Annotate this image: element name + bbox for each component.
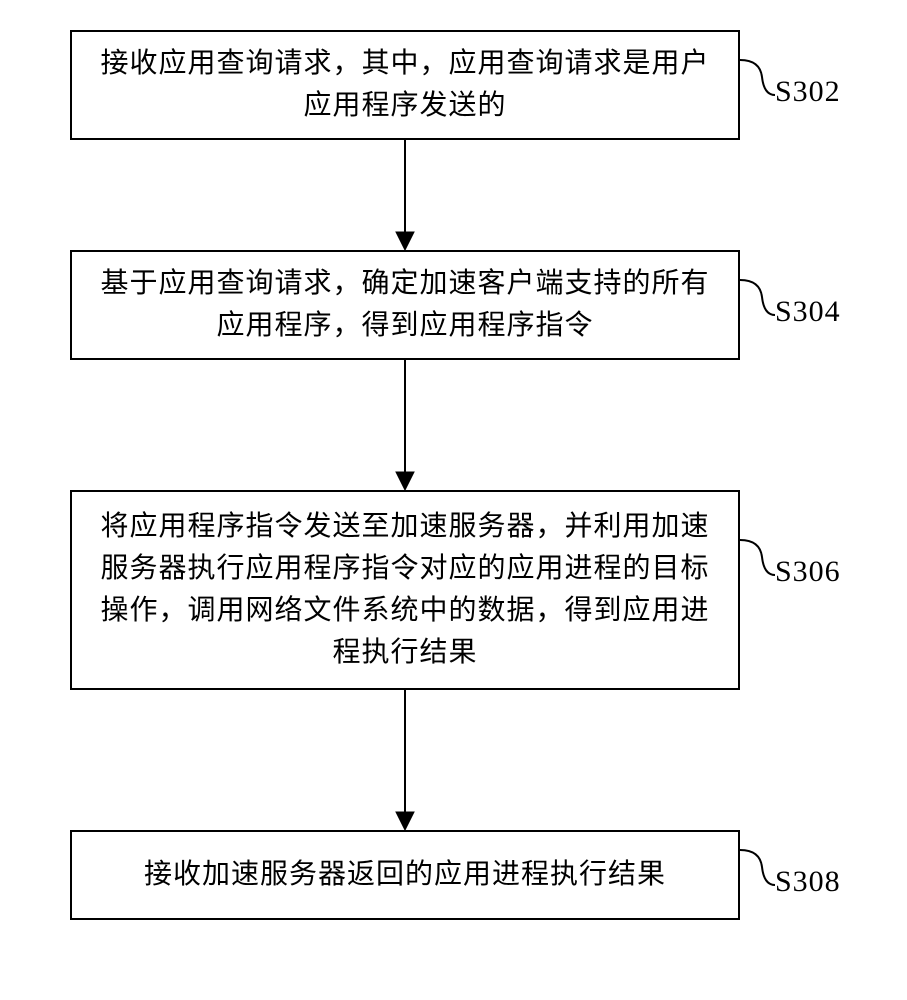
flow-step-s306: 将应用程序指令发送至加速服务器，并利用加速服务器执行应用程序指令对应的应用进程的…	[70, 490, 740, 690]
step-label-s302: S302	[775, 75, 841, 109]
flow-step-text: 基于应用查询请求，确定加速客户端支持的所有应用程序，得到应用程序指令	[92, 263, 718, 347]
flow-step-text: 将应用程序指令发送至加速服务器，并利用加速服务器执行应用程序指令对应的应用进程的…	[92, 506, 718, 674]
arrow-1	[390, 140, 420, 252]
label-connector-1	[740, 55, 780, 105]
step-label-text: S306	[775, 555, 841, 588]
step-label-s306: S306	[775, 555, 841, 589]
flow-step-s302: 接收应用查询请求，其中，应用查询请求是用户应用程序发送的	[70, 30, 740, 140]
step-label-text: S308	[775, 865, 841, 898]
step-label-s308: S308	[775, 865, 841, 899]
flow-step-s304: 基于应用查询请求，确定加速客户端支持的所有应用程序，得到应用程序指令	[70, 250, 740, 360]
step-label-text: S304	[775, 295, 841, 328]
flow-step-text: 接收加速服务器返回的应用进程执行结果	[144, 854, 666, 896]
flow-step-text: 接收应用查询请求，其中，应用查询请求是用户应用程序发送的	[92, 43, 718, 127]
arrow-2	[390, 360, 420, 492]
label-connector-3	[740, 535, 780, 585]
step-label-text: S302	[775, 75, 841, 108]
arrow-3	[390, 690, 420, 832]
flow-step-s308: 接收加速服务器返回的应用进程执行结果	[70, 830, 740, 920]
label-connector-2	[740, 275, 780, 325]
step-label-s304: S304	[775, 295, 841, 329]
label-connector-4	[740, 845, 780, 895]
